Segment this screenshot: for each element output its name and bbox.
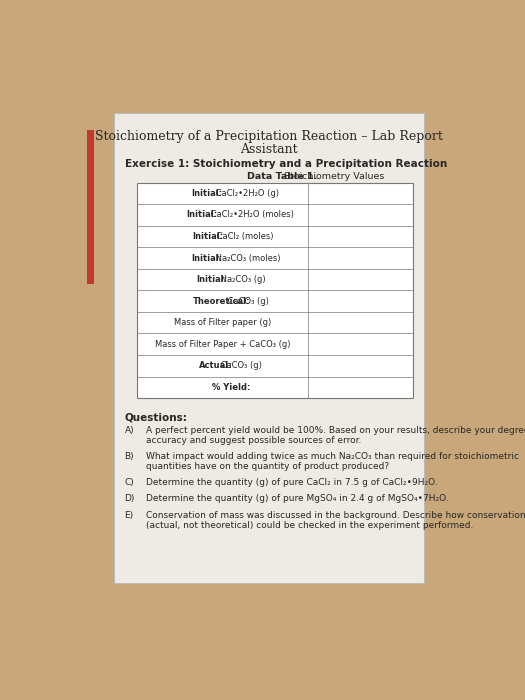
Text: Data Table 1.: Data Table 1.: [247, 172, 317, 181]
Text: Initial: Na₂CO₃ (moles): Initial: Na₂CO₃ (moles): [0, 699, 1, 700]
Text: (actual, not theoretical) could be checked in the experiment performed.: (actual, not theoretical) could be check…: [146, 521, 474, 530]
Text: quantities have on the quantity of product produced?: quantities have on the quantity of produ…: [146, 462, 390, 471]
FancyBboxPatch shape: [114, 113, 424, 583]
Text: Stoichiometry of a Precipitation Reaction – Lab Report: Stoichiometry of a Precipitation Reactio…: [94, 130, 443, 143]
Bar: [137, 183, 413, 398]
Text: Theoretical:: Theoretical:: [193, 297, 250, 306]
Text: Na₂CO₃ (moles): Na₂CO₃ (moles): [213, 253, 280, 262]
Text: Actual: CaCO₃ (g): Actual: CaCO₃ (g): [0, 699, 1, 700]
Text: Initial: CaCl₂•2H₂O (g): Initial: CaCl₂•2H₂O (g): [0, 699, 1, 700]
Text: E): E): [124, 510, 134, 519]
Text: CaCl₂•2H₂O (moles): CaCl₂•2H₂O (moles): [207, 211, 293, 219]
Text: Assistant: Assistant: [240, 143, 298, 155]
Text: Initial:: Initial:: [193, 232, 224, 241]
Text: D): D): [124, 494, 135, 503]
Text: Initial:: Initial:: [191, 189, 223, 198]
Text: Initial: CaCl₂ (moles): Initial: CaCl₂ (moles): [0, 699, 1, 700]
Text: accuracy and suggest possible sources of error.: accuracy and suggest possible sources of…: [146, 436, 362, 445]
Text: C): C): [124, 478, 134, 487]
Text: Determine the quantity (g) of pure MgSO₄ in 2.4 g of MgSO₄•7H₂O.: Determine the quantity (g) of pure MgSO₄…: [146, 494, 449, 503]
Text: Mass of Filter Paper + CaCO₃ (g): Mass of Filter Paper + CaCO₃ (g): [155, 340, 290, 349]
Text: % Yield:: % Yield:: [0, 699, 1, 700]
Text: Initial: CaCl₂•2H₂O (moles): Initial: CaCl₂•2H₂O (moles): [0, 699, 1, 700]
Text: % Yield:: % Yield:: [212, 383, 250, 392]
Text: CaCO₃ (g): CaCO₃ (g): [218, 361, 262, 370]
Text: B): B): [124, 452, 134, 461]
Text: Initial: Na₂CO₃ (g): Initial: Na₂CO₃ (g): [0, 699, 1, 700]
Bar: [87, 130, 93, 284]
Text: Initial:: Initial:: [197, 275, 228, 284]
Text: Questions:: Questions:: [124, 412, 187, 422]
Text: CaCl₂ (moles): CaCl₂ (moles): [214, 232, 274, 241]
Text: A perfect percent yield would be 100%. Based on your results, describe your degr: A perfect percent yield would be 100%. B…: [146, 426, 525, 435]
Text: CaCO₃ (g): CaCO₃ (g): [225, 297, 269, 306]
Text: What impact would adding twice as much Na₂CO₃ than required for stoichiometric: What impact would adding twice as much N…: [146, 452, 519, 461]
Text: Actual:: Actual:: [200, 361, 233, 370]
Text: Theoretical: CaCO₃ (g): Theoretical: CaCO₃ (g): [0, 699, 1, 700]
Text: Initial:: Initial:: [191, 253, 223, 262]
Text: Initial:: Initial:: [186, 211, 217, 219]
Text: Na₂CO₃ (g): Na₂CO₃ (g): [218, 275, 266, 284]
Text: CaCl₂•2H₂O (g): CaCl₂•2H₂O (g): [213, 189, 279, 198]
Text: Exercise 1: Stoichiometry and a Precipitation Reaction: Exercise 1: Stoichiometry and a Precipit…: [124, 160, 447, 169]
Text: Determine the quantity (g) of pure CaCl₂ in 7.5 g of CaCl₂•9H₂O.: Determine the quantity (g) of pure CaCl₂…: [146, 478, 438, 487]
Text: Conservation of mass was discussed in the background. Describe how conservation : Conservation of mass was discussed in th…: [146, 510, 525, 519]
Text: Stoichiometry Values: Stoichiometry Values: [281, 172, 384, 181]
Text: A): A): [124, 426, 134, 435]
Text: Mass of Filter paper (g): Mass of Filter paper (g): [174, 318, 271, 327]
